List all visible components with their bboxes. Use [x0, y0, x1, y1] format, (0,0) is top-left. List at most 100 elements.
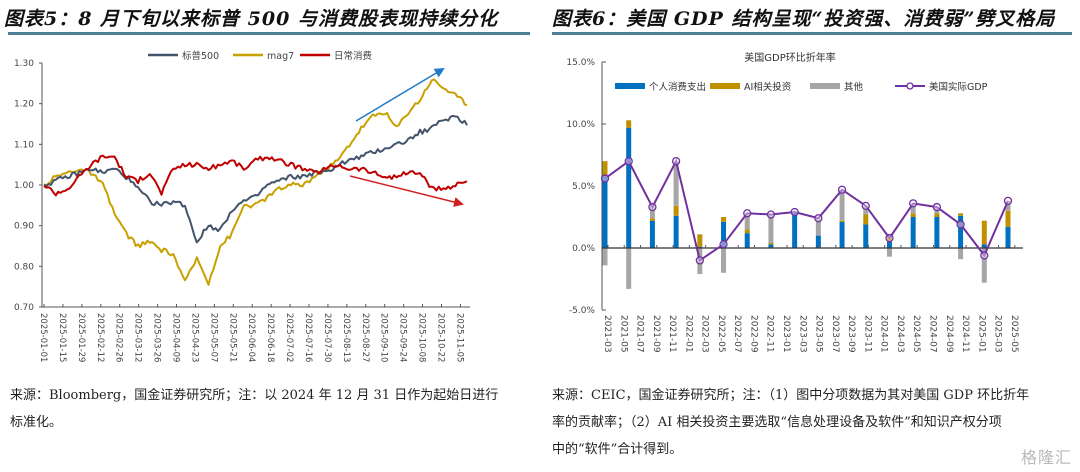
bar-consumption — [981, 244, 987, 248]
bar-consumption — [815, 235, 821, 248]
bar-ai — [958, 213, 964, 216]
left-y-tick-label: 1.30 — [14, 59, 34, 69]
right-chart-title: 图表6：美国 GDP 结构呈现“投资强、消费弱”劈叉格局 — [552, 8, 1056, 30]
right-y-tick-label: -5.0% — [569, 306, 596, 316]
left-x-tick-label: 2025-07-30 — [322, 313, 332, 362]
bar-consumption — [792, 212, 798, 248]
right-x-tick-label: 2025-01 — [976, 315, 986, 353]
bar-other — [863, 205, 869, 215]
watermark-logo: 格隆汇 — [1020, 448, 1072, 467]
left-x-tick-label: 2025-10-22 — [436, 313, 446, 362]
right-x-tick-label: 2021-03 — [602, 315, 612, 353]
left-source-note: 来源：Bloomberg，国金证券研究所；注：以 2024 年 12 月 31 … — [10, 382, 530, 436]
gdp-point — [956, 220, 965, 229]
right-x-tick-label: 2025-05 — [1009, 315, 1019, 353]
bar-consumption — [673, 215, 679, 248]
right-x-tick-label: 2022-11 — [765, 315, 775, 353]
left-y-tick-label: 1.10 — [14, 140, 34, 150]
bar-other — [721, 248, 727, 273]
bar-ai — [697, 234, 703, 247]
left-source-line-2: 标准化。 — [10, 415, 63, 430]
right-x-tick-label: 2022-07 — [732, 315, 742, 353]
right-x-tick-label: 2022-03 — [700, 315, 710, 353]
left-series-group — [43, 78, 468, 286]
left-x-tick-label: 2025-08-27 — [360, 313, 370, 362]
right-x-tick-label: 2023-05 — [814, 315, 824, 353]
right-x-axis: 2021-03 2021-05 2021-07 2021-09 2021-11 2022-… — [602, 245, 1023, 353]
bar-other — [1005, 200, 1011, 211]
bar-consumption — [958, 215, 964, 248]
right-x-tick-label: 2023-01 — [781, 315, 791, 353]
gdp-point — [671, 157, 681, 166]
left-x-axis: 2025-01-01 2025-01-15 2025-01-29 2025-02-12… — [38, 304, 470, 362]
bar-ai — [673, 205, 679, 216]
bar-other — [886, 248, 892, 257]
right-x-tick-label: 2024-01 — [879, 315, 889, 353]
legend-swatch-ai — [710, 83, 740, 89]
bar-consumption — [934, 217, 940, 248]
bar-consumption — [886, 241, 892, 248]
legend-label-sp500: 标普500 — [182, 50, 219, 62]
bar-consumption — [744, 233, 750, 248]
legend-label-staples: 日常消费 — [334, 50, 372, 62]
bar-ai — [910, 213, 916, 217]
right-x-tick-label: 2021-05 — [618, 315, 628, 353]
gdp-line-group — [600, 157, 1013, 265]
down-trend-arrow — [349, 175, 464, 207]
right-x-tick-label: 2023-07 — [830, 315, 840, 353]
gdp-point — [837, 185, 847, 194]
left-x-tick-label: 2025-03-12 — [133, 313, 143, 362]
left-x-tick-label: 2025-06-04 — [246, 313, 256, 362]
bar-other — [958, 248, 964, 260]
bar-ai — [649, 218, 655, 221]
left-y-tick-label: 0.80 — [14, 262, 34, 272]
left-title-rule — [8, 32, 530, 35]
left-x-tick-label: 2025-02-12 — [95, 313, 105, 362]
legend-label-mag7: mag7 — [267, 51, 294, 62]
right-x-tick-label: 2023-09 — [846, 315, 856, 353]
legend-label-other: 其他 — [844, 81, 864, 93]
right-x-tick-label: 2024-03 — [895, 315, 905, 353]
up-trend-arrow — [355, 67, 445, 122]
right-x-tick-label: 2024-07 — [927, 315, 937, 353]
left-y-tick-label: 0.70 — [14, 303, 34, 313]
bar-other — [839, 189, 845, 221]
legend-label-ai: AI相关投资 — [744, 81, 792, 93]
right-x-tick-label: 2024-09 — [944, 315, 954, 353]
bar-other — [910, 203, 916, 214]
legend-swatch-consumption — [615, 83, 645, 89]
bar-ai — [863, 214, 869, 225]
right-source-note: 来源：CEIC，国金证券研究所；注：（1）图中分项数据为其对美国 GDP 环比折… — [552, 382, 1072, 463]
right-x-tick-label: 2022-05 — [716, 315, 726, 353]
left-x-tick-label: 2025-07-02 — [284, 313, 294, 362]
bar-other — [744, 213, 750, 230]
bar-ai — [721, 217, 727, 222]
right-title-rule — [552, 32, 1072, 35]
gdp-point — [624, 157, 633, 166]
gdp-point — [743, 209, 752, 218]
right-x-tick-label: 2024-05 — [911, 315, 921, 353]
left-x-tick-label: 2025-04-23 — [189, 313, 199, 362]
series-line-staples — [43, 154, 468, 197]
bar-consumption — [1005, 226, 1011, 248]
right-source-line-1: 来源：CEIC，国金证券研究所；注：（1）图中分项数据为其对美国 GDP 环比折… — [552, 388, 1030, 403]
left-x-tick-label: 2025-01-01 — [38, 313, 48, 362]
left-x-tick-label: 2025-06-18 — [265, 313, 275, 362]
bar-other — [768, 214, 774, 244]
left-x-tick-label: 2025-07-16 — [303, 313, 313, 362]
right-x-tick-label: 2022-09 — [748, 315, 758, 353]
right-y-tick-label: 5.0% — [572, 182, 595, 192]
left-source-line-1: 来源：Bloomberg，国金证券研究所；注：以 2024 年 12 月 31 … — [10, 388, 499, 403]
right-source-line-2: 率的贡献率；（2）AI 相关投资主要选取“信息处理设备及软件”和知识产权分项 — [552, 415, 1002, 430]
bar-consumption — [863, 224, 869, 248]
right-x-tick-label: 2024-11 — [960, 315, 970, 353]
bar-other — [673, 161, 679, 206]
bar-consumption — [602, 176, 608, 248]
right-x-tick-label: 2021-09 — [651, 315, 661, 353]
left-x-tick-label: 2025-01-15 — [57, 313, 67, 362]
left-line-chart: 标普500 mag7 日常消费 1.30 1.20 1.10 1.00 0.90 0.80 0.… — [14, 50, 470, 362]
left-y-axis: 1.30 1.20 1.10 1.00 0.90 0.80 0.70 — [14, 59, 43, 313]
gdp-point — [790, 207, 799, 217]
left-x-tick-label: 2025-11-05 — [454, 313, 464, 362]
bar-ai — [934, 213, 940, 217]
